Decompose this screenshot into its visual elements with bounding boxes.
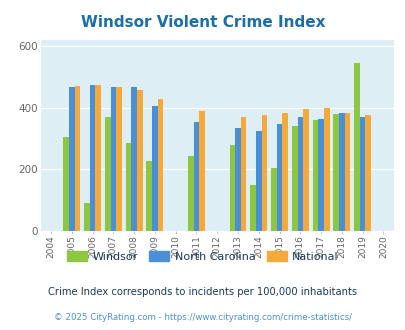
Legend: Windsor, North Carolina, National: Windsor, North Carolina, National — [63, 247, 342, 266]
Bar — [344, 113, 350, 231]
Bar — [126, 143, 131, 231]
Bar — [63, 137, 69, 231]
Bar — [271, 168, 276, 231]
Bar — [199, 111, 205, 231]
Bar — [69, 87, 75, 231]
Bar — [281, 113, 287, 231]
Bar — [95, 85, 101, 231]
Bar — [318, 119, 323, 231]
Bar — [75, 86, 80, 231]
Bar — [229, 145, 234, 231]
Bar — [364, 115, 370, 231]
Bar — [110, 87, 116, 231]
Text: Crime Index corresponds to incidents per 100,000 inhabitants: Crime Index corresponds to incidents per… — [48, 287, 357, 297]
Text: © 2025 CityRating.com - https://www.cityrating.com/crime-statistics/: © 2025 CityRating.com - https://www.city… — [54, 313, 351, 322]
Bar — [312, 120, 318, 231]
Bar — [116, 87, 121, 231]
Bar — [297, 117, 303, 231]
Bar — [146, 161, 152, 231]
Bar — [303, 109, 308, 231]
Bar — [323, 109, 329, 231]
Bar — [157, 99, 163, 231]
Bar — [90, 85, 95, 231]
Bar — [261, 115, 266, 231]
Bar — [84, 203, 90, 231]
Bar — [234, 128, 240, 231]
Bar — [136, 90, 142, 231]
Bar — [255, 131, 261, 231]
Bar — [338, 114, 344, 231]
Bar — [291, 126, 297, 231]
Bar — [193, 122, 199, 231]
Text: Windsor Violent Crime Index: Windsor Violent Crime Index — [81, 15, 324, 30]
Bar — [250, 185, 255, 231]
Bar — [152, 106, 157, 231]
Bar — [354, 63, 359, 231]
Bar — [333, 114, 338, 231]
Bar — [131, 87, 136, 231]
Bar — [240, 117, 246, 231]
Bar — [359, 117, 364, 231]
Bar — [276, 123, 281, 231]
Bar — [104, 117, 110, 231]
Bar — [188, 156, 193, 231]
